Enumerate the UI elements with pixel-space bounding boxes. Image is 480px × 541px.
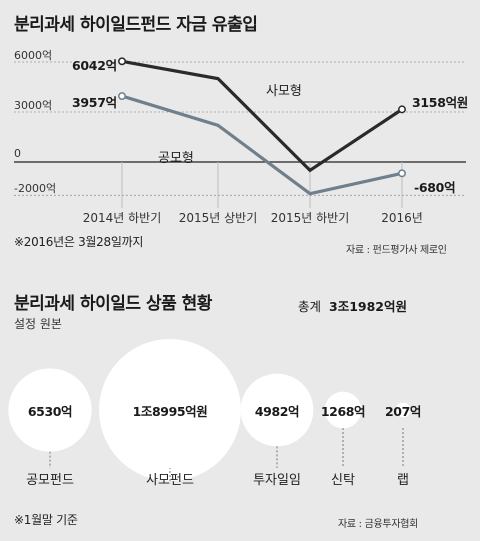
bubble: [8, 368, 92, 452]
series-line: [121, 94, 403, 196]
line-chart-grid: [14, 61, 466, 208]
series-point: [118, 92, 126, 101]
bubble-name-label: 사모펀드: [146, 473, 194, 488]
bubble-chart-note: ※1월말 기준: [14, 513, 78, 527]
data-label: 3158억원: [412, 95, 468, 110]
y-tick-label: -2000억: [14, 182, 57, 196]
x-tick-label: 2014년 하반기: [82, 211, 162, 225]
bubble-name-label: 랩: [397, 473, 409, 488]
line-chart-series: [118, 57, 406, 196]
bubble-chart-title: 분리과세 하이일드 상품 현황: [14, 294, 212, 314]
bubble-chart-marks: [8, 339, 411, 481]
bubble-chart-subtitle: 설정 원본: [14, 317, 62, 331]
bubble-value-label: 4982억: [254, 404, 300, 419]
bubble-name-label: 공모펀드: [26, 473, 74, 488]
bubble-value-label: 6530억: [27, 404, 73, 419]
bubble: [99, 339, 241, 481]
x-tick-label: 2016년: [381, 211, 423, 225]
bubble: [324, 391, 362, 429]
line-chart-source: 자료 : 펀드평가사 제로인: [346, 245, 447, 256]
total-label: 총계: [298, 299, 322, 314]
series-point: [398, 105, 406, 114]
bubble-value-label: 207억: [385, 404, 421, 419]
x-tick-label: 2015년 상반기: [178, 211, 258, 225]
y-tick-label: 6000억: [14, 49, 53, 62]
bubble-chart-total: 총계 3조1982억원: [298, 296, 407, 315]
total-value: 3조1982억원: [329, 299, 407, 314]
y-tick-label: 0: [14, 147, 21, 160]
bubble-value-label: 1조8995억원: [132, 404, 208, 419]
bubble-chart-source: 자료 : 금융투자협회: [338, 519, 419, 530]
line-chart-title: 분리과세 하이일드펀드 자금 유출입: [14, 15, 258, 35]
data-label: 6042억: [72, 58, 117, 73]
series-point: [118, 57, 126, 66]
series-point: [398, 169, 406, 178]
bubble-name-label: 신탁: [331, 473, 355, 488]
series-name-label: 사모형: [266, 84, 302, 99]
y-tick-label: 3000억: [14, 99, 53, 112]
series-name-label: 공모형: [158, 151, 194, 166]
data-label: 3957억: [72, 95, 117, 110]
bubble-value-label: 1268억: [320, 404, 366, 419]
bubble: [395, 402, 411, 418]
line-chart-note: ※2016년은 3월28일까지: [14, 235, 144, 249]
bubble-name-label: 투자일임: [253, 473, 301, 488]
data-label: -680억: [414, 180, 456, 195]
series-line: [121, 59, 403, 173]
bubble: [240, 373, 314, 447]
x-tick-label: 2015년 하반기: [270, 211, 350, 225]
